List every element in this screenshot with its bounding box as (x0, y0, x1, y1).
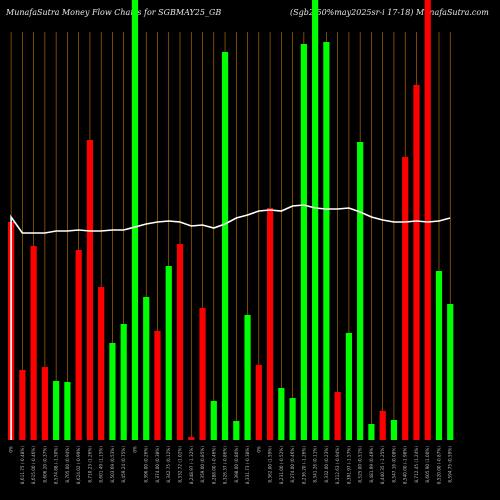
money-flow-bar (300, 44, 307, 440)
money-flow-bar (41, 367, 48, 440)
x-tick-label: 8,525.00 (0.51%) (358, 446, 363, 483)
x-tick-label: 8,231.00 (-0.52%) (279, 446, 284, 484)
money-flow-bar (199, 308, 206, 440)
x-tick-label: 8,332.00 (0.23%) (324, 446, 329, 483)
money-flow-bar (289, 398, 296, 440)
money-flow-bar (233, 421, 240, 440)
x-tick-label: 8,481.99 (0.49%) (369, 446, 374, 483)
x-tick-label: 8,606.20 (0.37%) (42, 446, 47, 483)
money-flow-bar (154, 331, 161, 440)
money-flow-bar (98, 287, 105, 440)
price-line-group (10, 204, 451, 440)
x-tick-label: 8,274.00 (0.46%) (290, 446, 295, 483)
money-flow-bar (75, 250, 82, 440)
x-tick-label: 8,398.00 (0.80%) (234, 446, 239, 483)
money-flow-bar (188, 437, 195, 440)
x-tick-label: 8,574.88 (-1.50%) (54, 446, 59, 484)
x-tick-label: 8,288.00 (-0.46%) (211, 446, 216, 484)
money-flow-bar (345, 333, 352, 440)
money-flow-bar (210, 401, 217, 440)
money-flow-bar (255, 365, 262, 440)
money-flow-bar (131, 0, 139, 440)
x-tick-label: 8,611.75 (-0.48%) (20, 446, 25, 484)
x-tick-label: 8,236.20 (-1.26%) (301, 446, 306, 484)
x-axis-labels: 0% 8,611.75 (-0.48%) 8,615.00 (-0.46%) 8,60… (9, 446, 453, 484)
money-flow-bar (390, 420, 398, 440)
money-flow-bar (176, 244, 184, 440)
x-tick-label: 8,615.00 (-0.46%) (31, 446, 36, 484)
money-flow-bar (86, 140, 94, 440)
chart-title: MunafaSutra Money Flow Charts for SGBMAY… (6, 8, 222, 17)
x-tick-label: 8,459.24 (0.75%) (121, 446, 126, 483)
money-flow-bar (109, 343, 116, 440)
money-flow-bar (323, 42, 330, 440)
money-flow-bar (447, 304, 454, 440)
x-tick-label: 8,503.69 (0.53%) (110, 446, 115, 483)
money-flow-bar (402, 157, 409, 440)
x-tick-label: 8,605.90 (1.00%) (425, 446, 430, 483)
x-tick-label: 0% (256, 446, 261, 453)
chart-source-label: (Sgb2.50%may2025sr-i 17-18) MunafaSutra.… (290, 8, 489, 17)
x-tick-label: 8,594.75 (0.59%) (448, 446, 453, 483)
x-tick-label: 0% (9, 446, 14, 453)
x-tick-label: 8,341.26 (0.11%) (313, 446, 318, 483)
x-tick-label: 8,326.37 (-0.86%) (223, 446, 228, 484)
money-flow-bar (64, 382, 71, 440)
money-flow-bar (266, 208, 274, 440)
x-tick-label: 8,712.45 (1.24%) (414, 446, 419, 483)
x-tick-label: 8,391.97 (-1.57%) (346, 446, 351, 484)
money-flow-bar (278, 388, 285, 440)
x-tick-label: 8,540.00 (-1.98%) (403, 446, 408, 484)
x-tick-label: 8,520.00 (-0.87%) (436, 446, 441, 484)
x-tick-label: 8,705.00 (0.94%) (65, 446, 70, 483)
x-tick-label: 8,362.00 (1.59%) (268, 446, 273, 483)
money-flow-bar (30, 246, 37, 440)
x-tick-label: 8,342.75 (0.12%) (166, 446, 171, 483)
money-flow-bar (379, 411, 386, 440)
x-tick-label: 8,624.02 (-0.99%) (76, 446, 81, 484)
money-flow-bar (53, 381, 60, 440)
x-tick-label: 8,547.16 (0.08%) (391, 446, 396, 483)
money-flow-bar (19, 370, 26, 440)
money-flow-bar (165, 266, 172, 440)
x-tick-label: 8,331.73 (-0.38%) (245, 446, 250, 484)
x-tick-label: 8,359.00 (0.85%) (200, 446, 205, 483)
money-flow-bar (424, 0, 431, 440)
money-flow-bar (368, 424, 375, 440)
x-tick-label: 8,440.35 (-1.25%) (380, 446, 385, 484)
price-line (10, 204, 451, 440)
money-flow-bar (413, 85, 420, 440)
money-flow-bar (312, 0, 319, 440)
x-tick-label: 8,332.72 (1.02%) (178, 446, 183, 483)
x-tick-label: 8,396.00 (0.26%) (144, 446, 149, 483)
money-flow-bar (334, 392, 341, 440)
money-flow-bar (221, 52, 229, 440)
x-tick-label: 0% (132, 446, 137, 453)
money-flow-bar (244, 315, 251, 440)
money-flow-bar (357, 142, 364, 440)
money-flow-bar (435, 271, 443, 440)
money-flow-bar (120, 324, 127, 440)
x-tick-label: 8,248.97 (-1.32%) (189, 446, 194, 484)
x-tick-label: 8,601.49 (1.15%) (99, 446, 104, 483)
x-tick-label: 8,710.23 (1.26%) (87, 446, 92, 483)
money-flow-bar (143, 297, 150, 440)
x-tick-label: 8,312.63 (-0.94%) (335, 446, 340, 484)
x-tick-label: 8,374.00 (0.38%) (155, 446, 160, 483)
